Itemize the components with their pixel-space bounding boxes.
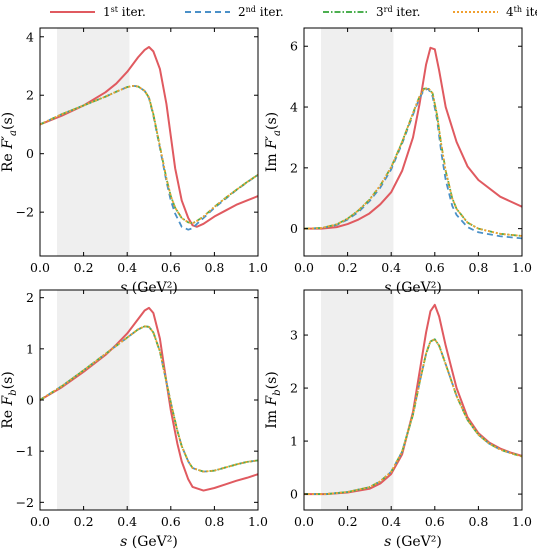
x-tick-label: 1.0 — [248, 514, 268, 529]
x-tick-label: 0.2 — [74, 514, 94, 529]
series-line-1 — [304, 303, 522, 496]
series-group — [304, 46, 522, 240]
legend-entry-4: 4th iter. — [453, 5, 537, 19]
legend-label: 2nd iter. — [238, 5, 284, 19]
legend-label: 1st iter. — [103, 5, 146, 19]
series-line-4 — [40, 84, 258, 225]
plot-frame — [39, 27, 259, 257]
y-tick-label: 2 — [290, 160, 298, 175]
legend-entry-3: 3rd iter. — [323, 5, 420, 19]
panel-4: 0.0 0.2 0.4 0.6 0.8 1.0 0 1 2 3 s (GeV²) Im Fb(s) — [264, 289, 532, 550]
panel-1: 0.0 0.2 0.4 0.6 0.8 1.0 −2 0 2 4 s (GeV²) Re F′a(s) — [0, 27, 268, 296]
x-tick-label: 0.0 — [30, 260, 50, 275]
x-tick-label: 0.4 — [117, 260, 137, 275]
y-axis-label: Im F′a(s) — [264, 112, 283, 172]
y-axis-label: Re F′a(s) — [0, 112, 19, 172]
shaded-region — [57, 28, 130, 256]
shaded-region — [57, 290, 130, 510]
plot-frame — [303, 27, 523, 257]
x-axis-label: s (GeV²) — [120, 280, 178, 296]
x-tick-label: 1.0 — [248, 260, 268, 275]
x-tick-label: 0.0 — [294, 260, 314, 275]
x-tick-label: 0.6 — [425, 260, 445, 275]
x-tick-label: 0.0 — [30, 514, 50, 529]
x-tick-label: 1.0 — [512, 514, 532, 529]
y-tick-label: −2 — [16, 205, 34, 220]
y-tick-label: 4 — [290, 100, 298, 115]
legend-label: 4th iter. — [506, 5, 537, 19]
shaded-region — [321, 290, 394, 510]
x-tick-label: 0.8 — [204, 260, 224, 275]
series-group — [304, 303, 522, 496]
shaded-region — [321, 28, 394, 256]
x-tick-label: 0.8 — [468, 514, 488, 529]
y-tick-label: 4 — [26, 29, 34, 44]
y-tick-label: 0 — [290, 221, 298, 236]
legend: 1st iter. 2nd iter. 3rd iter. 4th iter. — [50, 5, 537, 19]
x-axis-label: s (GeV²) — [120, 534, 178, 550]
legend-label: 3rd iter. — [376, 5, 420, 19]
y-tick-label: 2 — [26, 290, 34, 305]
series-group — [40, 306, 258, 492]
series-group — [40, 46, 258, 231]
y-axis-label: Im Fb(s) — [264, 371, 283, 429]
series-line-2 — [304, 87, 522, 240]
x-tick-label: 0.4 — [381, 514, 401, 529]
x-tick-label: 0.4 — [117, 514, 137, 529]
y-tick-label: 3 — [290, 328, 298, 343]
series-line-4 — [40, 325, 258, 473]
x-tick-label: 1.0 — [512, 260, 532, 275]
y-tick-label: 2 — [26, 88, 34, 103]
panel-2: 0.0 0.2 0.4 0.6 0.8 1.0 0 2 4 6 s (GeV²) Im F′a(s) — [264, 27, 532, 296]
y-tick-label: 0 — [290, 487, 298, 502]
series-line-1 — [40, 46, 258, 228]
x-tick-label: 0.6 — [161, 514, 181, 529]
x-tick-label: 0.8 — [204, 514, 224, 529]
legend-entry-2: 2nd iter. — [185, 5, 284, 19]
y-tick-label: 1 — [26, 341, 34, 356]
y-tick-label: −2 — [16, 495, 34, 510]
x-tick-label: 0.4 — [381, 260, 401, 275]
y-tick-label: 2 — [290, 381, 298, 396]
x-axis-label: s (GeV²) — [384, 280, 442, 296]
x-tick-label: 0.6 — [425, 514, 445, 529]
x-axis-label: s (GeV²) — [384, 534, 442, 550]
panel-3: 0.0 0.2 0.4 0.6 0.8 1.0 −2 −1 0 1 2 s (GeV²) Re Fb(s… — [0, 289, 268, 550]
x-tick-label: 0.8 — [468, 260, 488, 275]
y-tick-label: 0 — [26, 146, 34, 161]
legend-entry-1: 1st iter. — [50, 5, 146, 19]
series-line-2 — [40, 325, 258, 473]
y-tick-label: 0 — [26, 393, 34, 408]
y-tick-label: 1 — [290, 434, 298, 449]
x-tick-label: 0.6 — [161, 260, 181, 275]
y-axis-label: Re Fb(s) — [0, 371, 19, 429]
series-line-4 — [304, 87, 522, 237]
x-tick-label: 0.2 — [74, 260, 94, 275]
y-tick-label: 6 — [290, 39, 298, 54]
y-tick-label: −1 — [16, 444, 34, 459]
x-tick-label: 0.0 — [294, 514, 314, 529]
series-line-1 — [304, 46, 522, 230]
series-line-4 — [304, 338, 522, 495]
x-tick-label: 0.2 — [338, 260, 358, 275]
x-tick-label: 0.2 — [338, 514, 358, 529]
plot-frame — [303, 289, 523, 511]
